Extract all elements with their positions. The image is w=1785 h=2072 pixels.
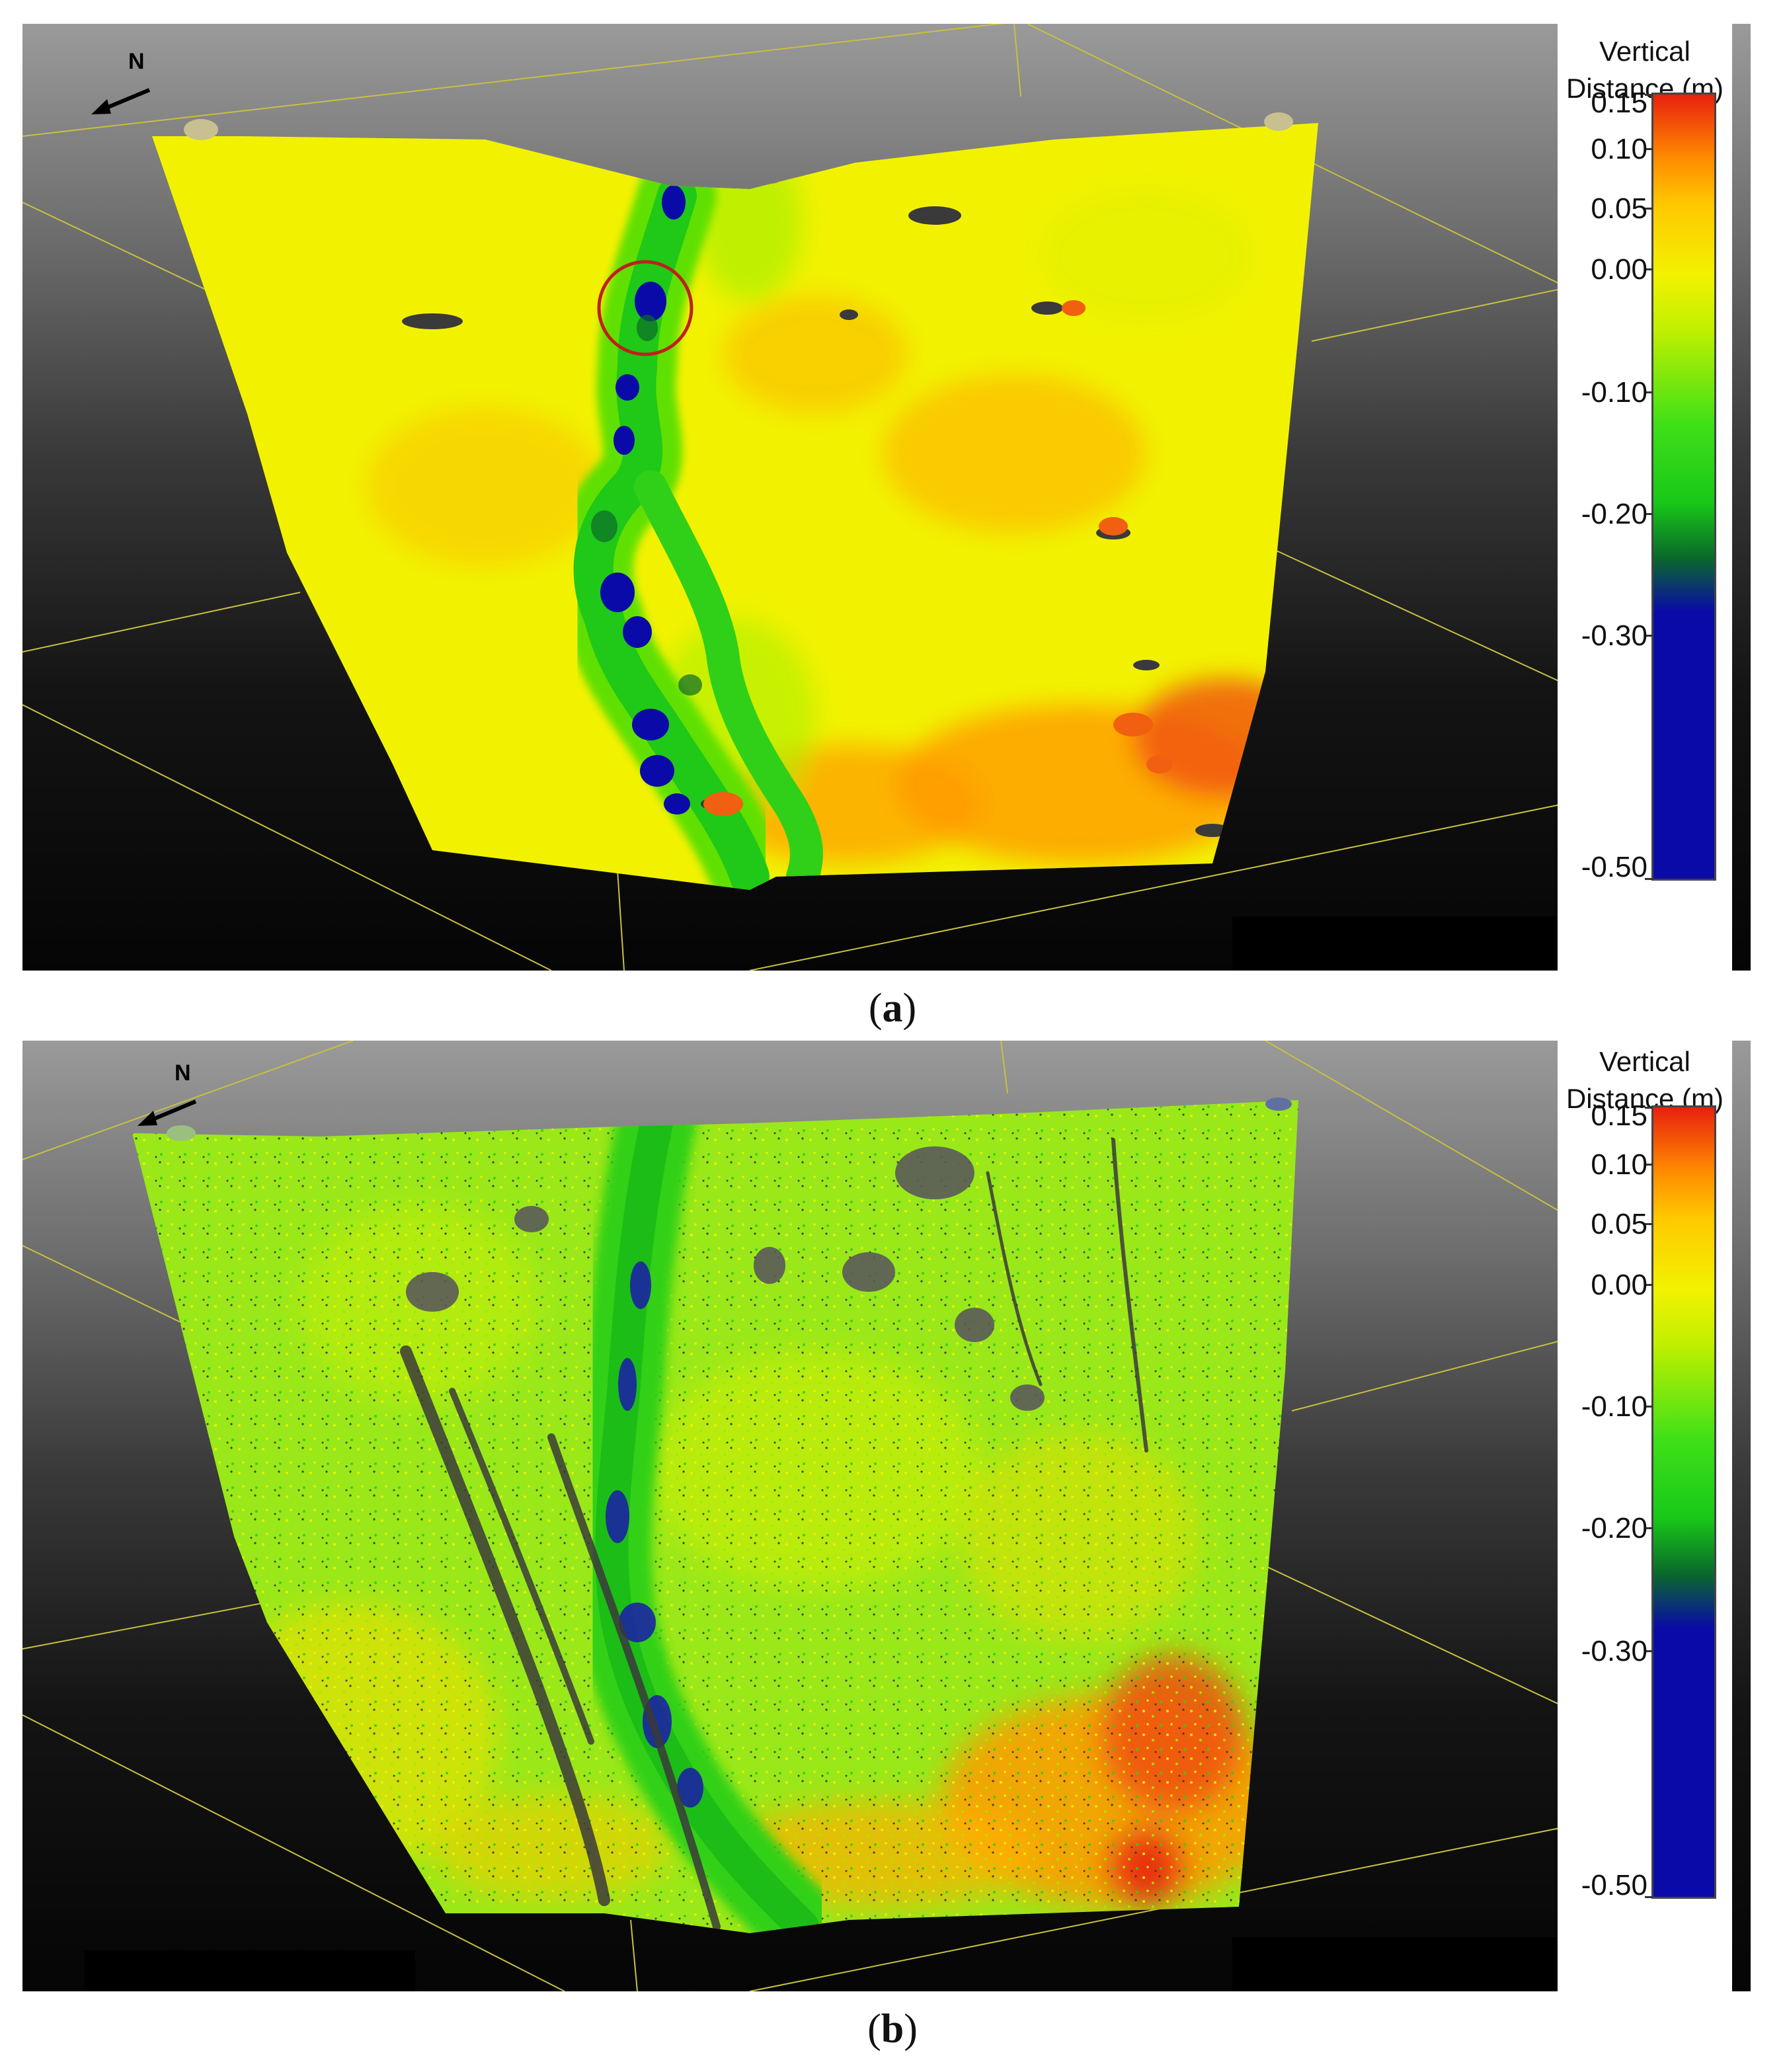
surface-b <box>132 1100 1298 1933</box>
legend-tick: 0.05 <box>1591 192 1647 225</box>
legend-tick: -0.20 <box>1581 1512 1647 1544</box>
legend-tick: 0.10 <box>1591 1148 1647 1181</box>
legend-title-line1: Vertical <box>1599 1046 1690 1077</box>
legend-tick: 0.00 <box>1591 253 1647 286</box>
color-scale-legend-a: Vertical Distance (m) 0.15 0.10 0.05 0.0… <box>1558 24 1732 971</box>
corner-marker-a1 <box>184 119 218 140</box>
legend-tick: 0.15 <box>1591 1099 1647 1132</box>
north-indicator-a: N <box>82 49 161 122</box>
legend-tick: 0.10 <box>1591 133 1647 165</box>
legend-color-bar <box>1651 93 1716 881</box>
legend-tick: 0.00 <box>1591 1269 1647 1301</box>
legend-tick: -0.20 <box>1581 498 1647 530</box>
caption-b: (b) <box>867 2007 918 2052</box>
north-arrow-icon <box>138 1099 197 1126</box>
legend-tick: 0.15 <box>1591 87 1647 119</box>
surface-a <box>152 123 1318 890</box>
corner-marker-b1 <box>167 1125 196 1141</box>
legend-color-bar <box>1651 1105 1716 1899</box>
legend-tick: -0.10 <box>1581 376 1647 409</box>
north-arrow-icon <box>91 88 151 114</box>
point-cloud-scene-b[interactable] <box>22 1041 1751 1991</box>
legend-tick: -0.10 <box>1581 1390 1647 1423</box>
legend-tick: -0.30 <box>1581 619 1647 652</box>
corner-marker-a2 <box>1264 112 1293 131</box>
legend-tick: -0.50 <box>1581 1869 1647 1901</box>
north-indicator-b: N <box>128 1060 208 1133</box>
status-overlay-b2 <box>1232 1937 1563 1991</box>
legend-tick: -0.50 <box>1581 851 1647 883</box>
legend-tick: 0.05 <box>1591 1208 1647 1240</box>
north-label: N <box>175 1060 191 1086</box>
caption-a: (a) <box>868 986 917 1031</box>
point-cloud-scene-a[interactable] <box>22 24 1751 971</box>
corner-marker-b2 <box>1265 1097 1292 1111</box>
highlight-circle <box>597 260 694 356</box>
color-scale-legend-b: Vertical Distance (m) 0.15 0.10 0.05 0.0… <box>1558 1041 1732 1991</box>
status-overlay-a <box>1232 916 1563 971</box>
north-label: N <box>128 49 145 74</box>
legend-tick: -0.30 <box>1581 1635 1647 1667</box>
viewport-panel-b[interactable]: N Vertical Distance (m) 0.15 0.10 0.05 0… <box>22 1041 1751 1991</box>
status-overlay-b1 <box>85 1950 415 1991</box>
legend-title-line1: Vertical <box>1599 36 1690 67</box>
viewport-panel-a[interactable]: N Vertical Distance (m) 0.15 0.10 0.05 0… <box>22 24 1751 971</box>
